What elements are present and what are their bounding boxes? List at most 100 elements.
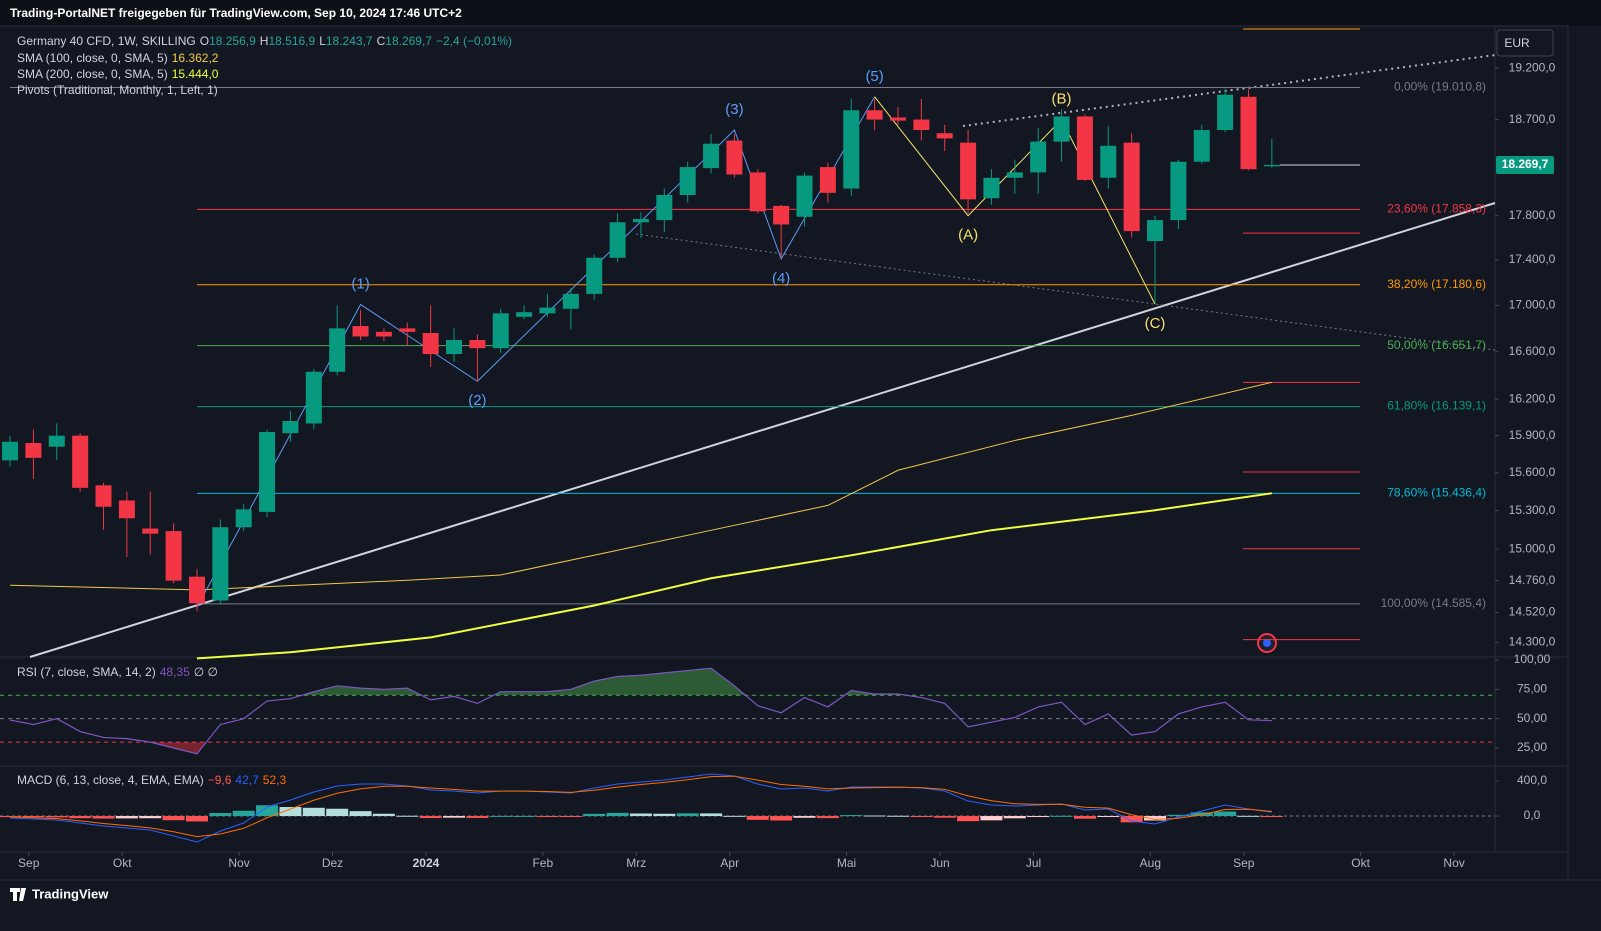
candle-body [866, 110, 883, 120]
rsi-line [9, 667, 1272, 755]
macd-histogram-bar [723, 815, 746, 817]
rsi-legend: RSI (7, close, SMA, 14, 2) 48,35 ∅ ∅ [17, 665, 222, 679]
x-tick-label: Nov [228, 856, 249, 870]
candle-body [819, 167, 836, 193]
rsi-overbought-fill [302, 668, 906, 696]
macd-histogram-bar [349, 811, 372, 817]
candle-body [188, 576, 205, 604]
macd-histogram-bar [1214, 811, 1237, 817]
currency-box[interactable] [1496, 29, 1554, 57]
candle-body [352, 326, 369, 337]
macd-histogram-bar [22, 816, 45, 818]
wave-label: (3) [725, 101, 743, 118]
candle-body [25, 443, 42, 458]
candle-body [539, 307, 556, 314]
candle-body [609, 222, 626, 258]
y-tick-label: 17.000,0 [1509, 297, 1556, 311]
fib-label: 100,00% (14.585,4) [1381, 596, 1486, 610]
candle-body [329, 328, 346, 372]
y-tick-label: 14.520,0 [1509, 605, 1556, 619]
last-price-box [1496, 155, 1554, 174]
candle-body [889, 117, 906, 121]
candle-body [679, 167, 696, 196]
macd-histogram-bar [209, 813, 232, 817]
macd-histogram-bar [1144, 816, 1167, 821]
wave-label: (5) [865, 68, 883, 85]
candle-body [235, 509, 252, 528]
candle-body [165, 531, 182, 581]
x-tick-label: 2024 [413, 856, 440, 870]
candle-body [212, 527, 229, 601]
macd-histogram-bar [326, 808, 349, 817]
x-tick-label: Nov [1443, 856, 1464, 870]
candle-body [375, 331, 392, 337]
macd-histogram-bar [863, 815, 886, 817]
main-legend: Germany 40 CFD, 1W, SKILLING O18.256,9 H18… [17, 34, 516, 48]
macd-histogram-bar [256, 805, 279, 817]
candle-body [2, 441, 19, 461]
macd-histogram-bar [606, 812, 629, 817]
y-tick-label: 19.200,0 [1509, 60, 1556, 74]
candle-body [399, 328, 416, 332]
x-tick-label: Dez [322, 856, 343, 870]
candle-body [72, 435, 89, 488]
wave-label: (1) [351, 275, 369, 292]
macd-histogram-bar [466, 816, 489, 818]
header-bar [0, 0, 1601, 26]
macd-histogram-bar [700, 813, 723, 817]
x-tick-label: Okt [113, 856, 132, 870]
hist-value: −9,6 [207, 773, 232, 787]
macd-histogram-bar [279, 807, 302, 817]
wave-label: (C) [1145, 315, 1166, 332]
candle-body [632, 218, 649, 223]
x-tick-label: Okt [1351, 856, 1370, 870]
trendline [29, 202, 1496, 658]
macd-histogram-bar [629, 813, 652, 817]
macd-histogram-bar [1237, 815, 1260, 817]
macd-histogram-bar [559, 816, 582, 818]
macd-histogram-bar [910, 816, 933, 818]
ohlc-value: 18.516,9 [268, 34, 316, 48]
candle-body [1006, 172, 1023, 178]
ohlc-key: H [259, 34, 269, 48]
macd-histogram-bar [746, 816, 769, 820]
candle-body [1240, 96, 1257, 170]
sma-name: SMA (200, close, 0, SMA, 5) [17, 67, 168, 81]
macd-histogram-bar [793, 816, 816, 818]
macd-name: MACD (6, 13, close, 4, EMA, EMA) [17, 773, 204, 787]
candle-body [796, 175, 813, 217]
y-tick-label: 17.800,0 [1509, 208, 1556, 222]
currency: EUR [1504, 36, 1530, 50]
macd-histogram-bar [396, 815, 419, 817]
signal-line [10, 775, 1272, 838]
symbol: Germany 40 CFD, 1W, SKILLING [17, 34, 196, 48]
x-tick-label: Sep [18, 856, 40, 870]
candle-body [1053, 116, 1070, 142]
macd-histogram-bar [886, 815, 909, 817]
candle-body [118, 500, 135, 519]
candle-body [703, 143, 720, 169]
macd-histogram-bar [45, 816, 68, 818]
candle-body [1123, 142, 1140, 232]
ohlc-value: 18.243,7 [325, 34, 373, 48]
fib-label: 78,60% (15.436,4) [1387, 485, 1486, 499]
fib-label: 61,80% (16.139,1) [1387, 399, 1486, 413]
candle-body [726, 140, 743, 175]
macd-histogram-bar [653, 813, 676, 817]
macd-histogram-bar [1097, 816, 1120, 818]
logo [10, 888, 26, 901]
y-tick-label: 25,00 [1517, 740, 1547, 754]
ohlc-key: O [199, 34, 210, 48]
macd-histogram-bar [162, 816, 185, 821]
y-tick-label: 75,00 [1517, 681, 1547, 695]
macd-histogram-bar [676, 813, 699, 817]
ohlc-value: 18.256,9 [209, 34, 256, 48]
candle-body [562, 293, 579, 309]
candle-body [142, 528, 159, 534]
ohlc-key: L [319, 34, 326, 48]
wave-label: (A) [958, 227, 978, 244]
sma-line [196, 492, 1272, 660]
sma-line [10, 381, 1272, 591]
fib-label: 23,60% (17.858,3) [1387, 201, 1486, 215]
macd-histogram-bar [419, 816, 442, 819]
